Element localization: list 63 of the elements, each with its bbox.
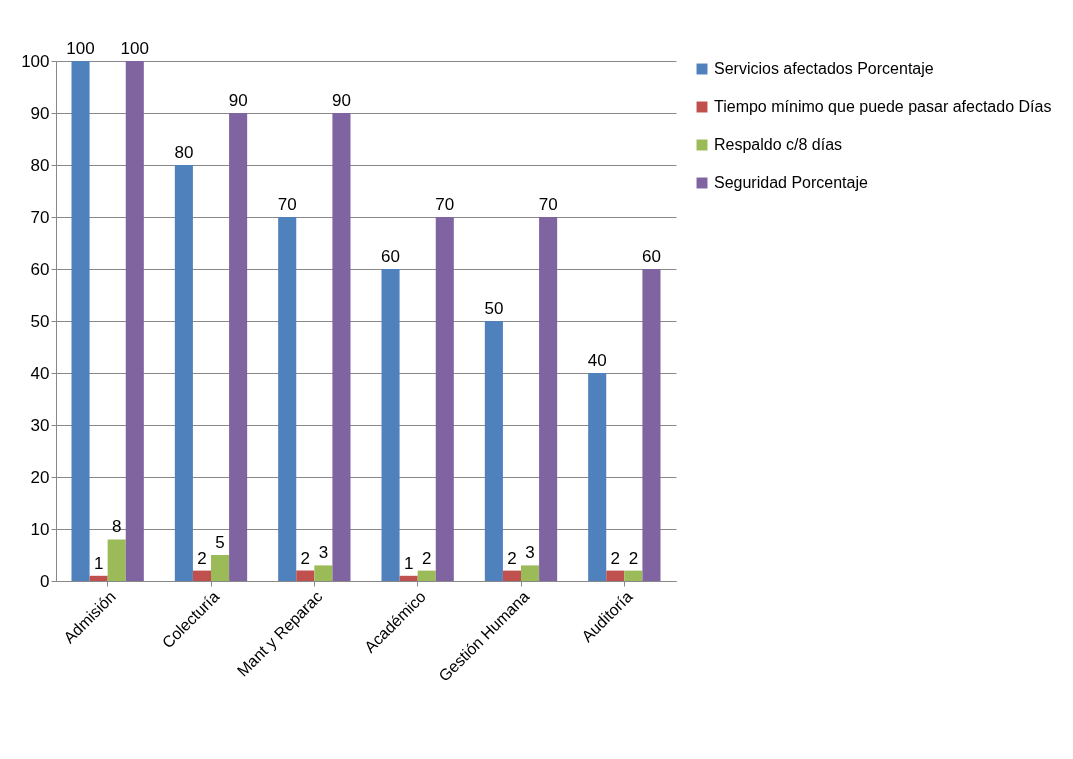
data-label: 60 xyxy=(642,247,661,266)
data-label: 1 xyxy=(403,553,414,573)
legend-label: Tiempo mínimo que puede pasar afectado Días xyxy=(714,98,1052,115)
bar xyxy=(125,61,144,581)
y-tick-label: 30 xyxy=(30,415,50,435)
bar xyxy=(435,217,454,581)
bar xyxy=(588,373,607,581)
bar xyxy=(192,570,211,581)
data-label: 100 xyxy=(120,39,149,58)
y-tick-label: 50 xyxy=(30,311,50,331)
y-tick-label: 80 xyxy=(30,155,50,175)
data-label: 70 xyxy=(435,195,455,214)
bar xyxy=(606,570,625,581)
data-label: 90 xyxy=(228,91,248,110)
data-label: 5 xyxy=(215,533,225,552)
bar xyxy=(381,269,400,581)
data-label: 100 xyxy=(66,39,95,58)
data-label: 3 xyxy=(318,543,329,563)
data-label: 2 xyxy=(197,548,207,568)
bar xyxy=(229,113,248,581)
bar xyxy=(278,217,297,581)
data-label: 1 xyxy=(93,553,104,573)
data-label: 2 xyxy=(507,548,517,568)
y-tick-label: 20 xyxy=(30,467,50,487)
y-tick-label: 100 xyxy=(21,51,50,71)
data-label: 2 xyxy=(628,548,639,568)
bar xyxy=(211,555,230,581)
data-label: 8 xyxy=(111,517,122,537)
data-label: 60 xyxy=(381,247,400,266)
bar xyxy=(399,575,418,581)
bar xyxy=(521,565,540,581)
legend-label: Seguridad Porcentaje xyxy=(714,174,868,191)
y-tick-label: 60 xyxy=(30,259,50,279)
bar xyxy=(314,565,333,581)
data-label: 90 xyxy=(332,91,351,110)
y-tick-label: 0 xyxy=(40,571,50,591)
bar xyxy=(296,570,315,581)
data-label: 2 xyxy=(300,548,311,568)
y-tick-label: 90 xyxy=(30,103,50,123)
bar xyxy=(642,269,661,581)
bar xyxy=(332,113,351,581)
data-label: 2 xyxy=(421,548,432,568)
bar xyxy=(624,570,643,581)
data-label: 3 xyxy=(525,543,535,563)
bar xyxy=(107,539,126,581)
legend-label: Servicios afectados Porcentaje xyxy=(714,60,934,77)
data-label: 70 xyxy=(277,195,297,214)
data-label: 80 xyxy=(174,143,194,162)
data-label: 40 xyxy=(587,351,607,370)
legend-label: Respaldo c/8 días xyxy=(714,136,843,153)
data-label: 2 xyxy=(610,548,621,568)
bar xyxy=(417,570,436,581)
bar xyxy=(539,217,558,581)
y-tick-label: 70 xyxy=(30,207,50,227)
bar xyxy=(484,321,503,581)
bar xyxy=(502,570,521,581)
y-tick-label: 10 xyxy=(30,519,50,539)
data-label: 50 xyxy=(484,299,504,318)
y-tick-label: 40 xyxy=(30,363,50,383)
data-label: 70 xyxy=(538,195,558,214)
bar xyxy=(89,575,108,581)
bar xyxy=(174,165,193,581)
bar xyxy=(71,61,90,581)
